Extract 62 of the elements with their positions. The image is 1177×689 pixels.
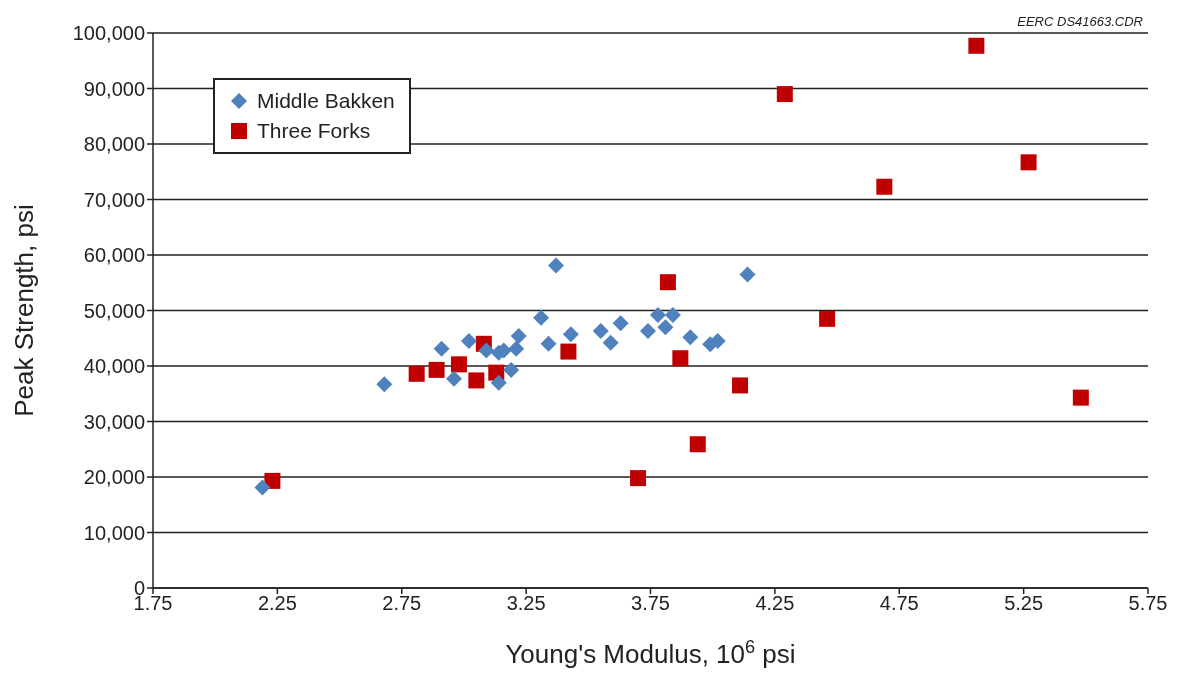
point <box>490 374 507 391</box>
point <box>1072 389 1089 406</box>
point <box>445 370 462 387</box>
point <box>460 333 477 350</box>
point <box>640 323 657 340</box>
point <box>739 266 756 283</box>
x-tick-label: 5.25 <box>1004 592 1044 615</box>
x-tick-label: 3.25 <box>506 592 546 615</box>
point <box>630 470 647 487</box>
point <box>433 340 450 357</box>
x-tick-label: 4.25 <box>755 592 795 615</box>
x-tick-label: 2.25 <box>257 592 297 615</box>
point <box>450 356 467 373</box>
point <box>408 365 425 382</box>
y-axis-title: Peak Strength, psi <box>9 204 39 417</box>
point <box>689 436 706 453</box>
y-tick-label: 20,000 <box>83 466 145 489</box>
y-tick-label: 30,000 <box>83 410 145 433</box>
y-tick-label: 90,000 <box>83 77 145 100</box>
point <box>819 310 836 327</box>
y-tick-label: 40,000 <box>83 355 145 378</box>
text: EERC DS41663.CDR <box>1017 14 1143 29</box>
point <box>672 350 689 367</box>
point <box>659 274 676 291</box>
point <box>468 372 485 389</box>
legend-label: Three Forks <box>257 118 371 144</box>
point <box>508 340 525 357</box>
x-tick-label: 5.75 <box>1128 592 1168 615</box>
point <box>968 37 985 54</box>
point <box>533 309 550 326</box>
point <box>592 323 609 340</box>
x-tick-label: 3.75 <box>631 592 670 615</box>
point <box>510 328 527 345</box>
x-tick-label: 4.75 <box>879 592 919 615</box>
point <box>682 329 699 346</box>
point <box>876 178 893 195</box>
point <box>612 315 629 332</box>
y-tick-label: 80,000 <box>83 133 145 156</box>
point <box>649 306 666 323</box>
y-tick-label: 10,000 <box>83 521 145 544</box>
point <box>428 361 445 378</box>
point <box>776 86 793 103</box>
point <box>664 306 681 323</box>
point <box>503 361 520 378</box>
point <box>547 257 564 274</box>
y-tick-label: 70,000 <box>83 188 145 211</box>
x-axis-title: Young's Modulus, 10$^{6}$ psi <box>505 637 796 669</box>
legend-label: Middle Bakken <box>257 88 395 114</box>
point <box>376 376 393 393</box>
point <box>602 334 619 351</box>
point <box>560 343 577 360</box>
point <box>732 377 749 394</box>
y-tick-label: 50,000 <box>83 299 145 322</box>
point <box>478 342 495 359</box>
y-tick-label: 100,000 <box>72 22 145 45</box>
point <box>1020 154 1037 171</box>
y-tick-label: 60,000 <box>83 244 145 267</box>
point <box>540 335 557 352</box>
point <box>562 326 579 343</box>
point <box>254 479 271 496</box>
point <box>657 319 674 336</box>
x-tick-label: 2.75 <box>382 592 422 615</box>
